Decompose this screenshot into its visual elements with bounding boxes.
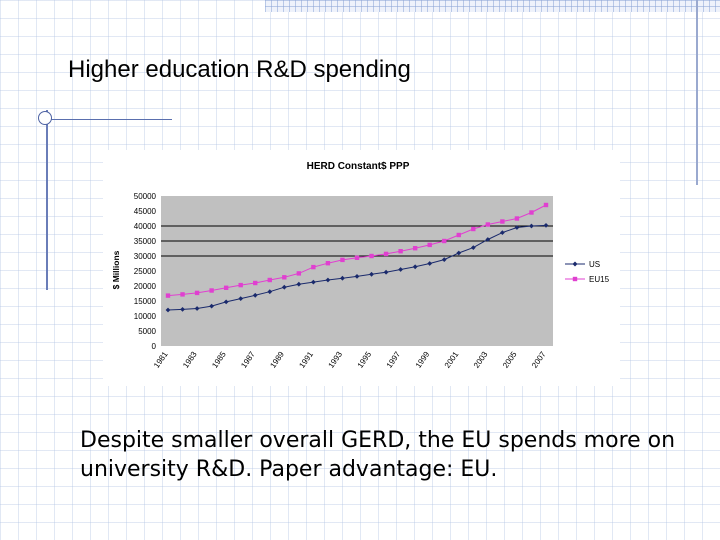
data-point-us: [209, 303, 215, 309]
data-point-eu15: [340, 257, 345, 263]
y-tick-label: 15000: [134, 297, 157, 306]
data-point-us: [456, 250, 462, 256]
x-tick-label: 1987: [239, 350, 257, 370]
data-point-us: [485, 237, 491, 242]
y-tick-label: 25000: [134, 267, 157, 276]
y-tick-label: 30000: [134, 252, 157, 261]
x-tick-label: 1985: [210, 350, 228, 370]
data-point-eu15: [427, 242, 432, 248]
data-point-eu15: [267, 277, 272, 283]
data-point-eu15: [543, 202, 549, 208]
data-point-eu15: [514, 216, 520, 221]
x-tick-label: 2005: [501, 350, 519, 370]
data-point-eu15: [296, 271, 302, 276]
data-point-eu15: [398, 249, 403, 254]
slide-body-text: Despite smaller overall GERD, the EU spe…: [80, 426, 680, 484]
data-point-eu15: [223, 285, 229, 290]
data-point-eu15: [180, 292, 185, 297]
legend-eu15-marker: [572, 276, 578, 282]
y-tick-label: 5000: [138, 327, 156, 336]
slide-title: Higher education R&D spending: [68, 56, 411, 83]
data-point-us: [441, 257, 447, 262]
y-axis-label: $ Millions: [111, 250, 121, 289]
data-point-eu15: [412, 246, 418, 251]
x-tick-label: 2001: [443, 350, 461, 370]
data-point-eu15: [311, 264, 316, 270]
x-tick-label: 1997: [385, 350, 403, 370]
data-point-us: [223, 299, 229, 305]
data-point-us: [529, 223, 534, 229]
data-point-us: [354, 274, 360, 279]
data-point-us: [514, 225, 520, 230]
x-tick-label: 1993: [327, 350, 345, 370]
data-point-eu15: [354, 255, 360, 260]
rule-circle-ornament: [38, 111, 52, 125]
data-point-eu15: [471, 226, 476, 232]
data-point-us: [340, 275, 345, 281]
data-point-us: [470, 245, 476, 250]
legend-us-label: US: [589, 260, 600, 269]
data-point-eu15: [369, 253, 374, 259]
data-point-eu15: [500, 219, 505, 224]
x-tick-label: 2007: [530, 350, 548, 370]
data-point-us: [325, 277, 331, 283]
legend-eu15-label: EU15: [589, 275, 610, 284]
data-point-eu15: [456, 232, 461, 238]
y-tick-label: 20000: [134, 282, 157, 291]
x-tick-label: 1991: [297, 350, 315, 370]
series-lines: [165, 202, 549, 313]
data-point-us: [383, 269, 389, 275]
legend-us-marker: [572, 261, 578, 267]
y-tick-label: 40000: [134, 222, 157, 231]
data-point-us: [543, 223, 549, 228]
legend: US EU15: [565, 260, 610, 284]
data-point-eu15: [529, 210, 534, 215]
y-tick-label: 0: [152, 342, 157, 351]
body-line-1: Despite smaller overall GERD, the EU spe…: [80, 428, 676, 453]
data-point-eu15: [383, 251, 389, 257]
data-point-us: [281, 284, 287, 290]
right-decor-rule: [696, 0, 698, 185]
data-point-eu15: [282, 275, 287, 280]
left-vertical-rule: [46, 110, 48, 290]
data-point-us: [499, 230, 505, 235]
data-point-eu15: [253, 280, 258, 286]
data-point-us: [267, 289, 273, 295]
data-point-eu15: [209, 288, 214, 293]
x-tick-label: 1983: [181, 350, 199, 370]
data-point-us: [238, 296, 244, 301]
data-point-eu15: [165, 293, 171, 298]
herd-line-chart: HERD Constant$ PPP $ Millions 0 5000 10000…: [111, 161, 610, 370]
data-point-us: [412, 264, 418, 270]
data-point-us: [398, 267, 404, 272]
y-tick-label: 45000: [134, 207, 157, 216]
chart-title: HERD Constant$ PPP: [307, 161, 410, 172]
x-tick-label: 1995: [356, 350, 374, 370]
title-underline-rule: [44, 119, 172, 120]
x-tick-labels: 1981 1983 1985 1987 1989 1991 1993 1995 1997 1999…: [152, 350, 548, 370]
data-point-eu15: [485, 222, 491, 227]
y-tick-label: 50000: [134, 192, 157, 201]
body-line-2: university R&D. Paper advantage: EU.: [80, 457, 498, 482]
y-tick-label: 35000: [134, 237, 157, 246]
data-point-us: [369, 271, 374, 277]
data-point-eu15: [442, 238, 447, 244]
y-tick-label: 10000: [134, 312, 157, 321]
data-point-us: [310, 279, 316, 285]
data-point-us: [252, 292, 258, 298]
x-tick-label: 1999: [414, 350, 432, 370]
data-point-eu15: [238, 282, 243, 288]
chart-panel: HERD Constant$ PPP $ Millions 0 5000 10000…: [103, 150, 620, 386]
top-pattern-band: [265, 0, 720, 12]
data-point-eu15: [325, 261, 331, 266]
data-point-us: [180, 307, 185, 312]
y-tick-labels: 0 5000 10000 15000 20000 25000 30000 35000 40000…: [134, 192, 157, 351]
x-tick-label: 1989: [268, 350, 286, 370]
data-point-us: [296, 281, 302, 287]
data-point-eu15: [194, 290, 200, 296]
plot-area: [161, 196, 553, 346]
x-tick-label: 1981: [152, 350, 170, 370]
x-tick-label: 2003: [472, 350, 490, 370]
